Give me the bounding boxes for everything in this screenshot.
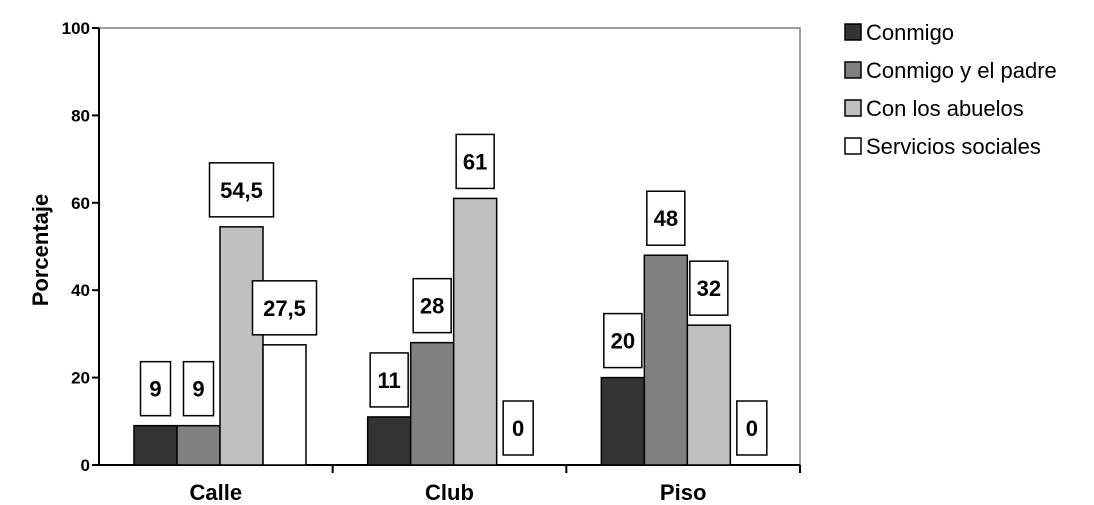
data-label: 9 — [192, 377, 204, 402]
data-labels: 9 9 54,5 27,5 11 28 61 0 20 48 32 0 — [139, 133, 768, 456]
data-label: 48 — [654, 206, 678, 231]
y-tick-label: 20 — [71, 369, 90, 388]
data-label: 0 — [512, 416, 524, 441]
legend-label: Con los abuelos — [866, 96, 1024, 121]
data-label: 28 — [420, 294, 444, 319]
data-label: 27,5 — [263, 296, 306, 321]
y-tick-label: 40 — [71, 281, 90, 300]
data-label: 20 — [611, 329, 635, 354]
bar — [176, 424, 221, 466]
data-label-box — [455, 133, 495, 190]
legend-label: Servicios sociales — [866, 134, 1041, 159]
data-label-box — [736, 400, 768, 456]
legend-label: Conmigo y el padre — [866, 58, 1057, 83]
data-label-box — [182, 360, 215, 417]
bars — [133, 197, 732, 466]
data-label: 54,5 — [220, 178, 263, 203]
data-label: 11 — [378, 368, 401, 393]
y-axis-label: Porcentaje — [28, 194, 53, 307]
x-category-label: Calle — [190, 480, 243, 505]
bar — [643, 254, 689, 466]
y-tick-label: 80 — [71, 106, 90, 125]
legend-swatch — [844, 61, 862, 79]
bar — [219, 226, 264, 466]
data-label-box — [646, 190, 686, 246]
y-tick-label: 0 — [81, 456, 90, 475]
legend: Conmigo Conmigo y el padre Con los abuelos… — [844, 20, 1057, 159]
data-label-box — [689, 260, 729, 316]
data-label-box — [139, 360, 172, 417]
x-axis-categories: Calle Club Piso — [190, 465, 801, 505]
bar — [452, 197, 498, 466]
y-axis-ticks: 0 20 40 60 80 100 — [62, 19, 99, 475]
legend-swatch — [844, 23, 862, 41]
x-category-label: Club — [425, 480, 474, 505]
bar — [686, 324, 732, 466]
bar — [262, 344, 307, 466]
data-label: 0 — [746, 416, 758, 441]
data-label-box — [208, 162, 275, 218]
data-label: 32 — [697, 276, 721, 301]
data-label: 9 — [149, 377, 161, 402]
bar — [366, 416, 412, 466]
y-tick-label: 100 — [62, 19, 90, 38]
legend-swatch — [844, 99, 862, 117]
bar — [133, 424, 178, 466]
legend-swatch — [844, 137, 862, 155]
data-label-box — [603, 312, 643, 369]
data-label-box — [412, 277, 452, 334]
bar — [600, 376, 646, 466]
data-label-box — [502, 400, 534, 456]
data-label-box — [369, 352, 409, 408]
bar — [409, 341, 455, 466]
y-tick-label: 60 — [71, 194, 90, 213]
x-category-label: Piso — [660, 480, 706, 505]
legend-label: Conmigo — [866, 20, 954, 45]
data-label: 61 — [463, 149, 487, 174]
data-label-box — [251, 280, 318, 336]
